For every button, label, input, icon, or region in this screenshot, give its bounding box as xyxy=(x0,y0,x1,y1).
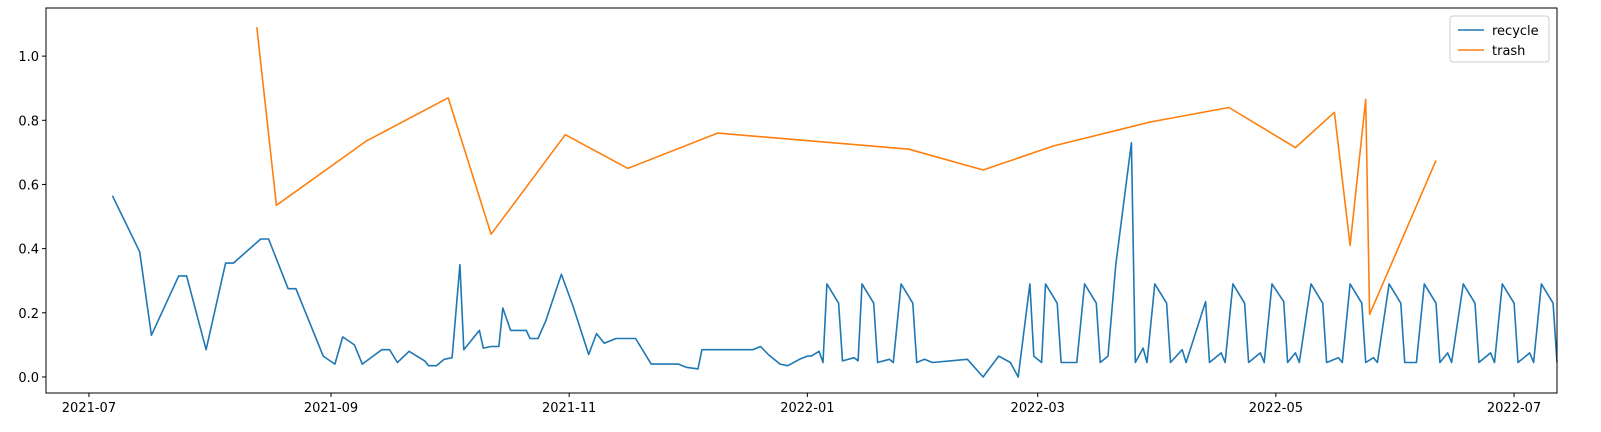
x-tick-label: 2022-07 xyxy=(1487,401,1541,416)
series-line-recycle xyxy=(111,142,1558,378)
legend: recycle trash xyxy=(1449,15,1550,63)
x-axis: 2021-07 2021-09 2021-11 2022-01 2022-03 2022-… xyxy=(62,393,1541,416)
legend-label-recycle: recycle xyxy=(1492,24,1539,39)
x-tick-label: 2021-09 xyxy=(304,401,358,416)
plot-frame xyxy=(45,7,1558,394)
y-tick-label: 0.8 xyxy=(18,114,39,129)
x-tick-label: 2021-11 xyxy=(542,401,596,416)
x-tick-label: 2021-07 xyxy=(62,401,116,416)
y-tick-label: 0.6 xyxy=(18,178,39,193)
series-line-trash xyxy=(256,27,1437,316)
series-group xyxy=(111,27,1558,378)
y-tick-label: 1.0 xyxy=(18,50,39,65)
y-tick-label: 0.0 xyxy=(18,371,39,386)
x-tick-label: 2022-03 xyxy=(1011,401,1065,416)
x-tick-label: 2022-01 xyxy=(780,401,834,416)
y-tick-label: 0.2 xyxy=(18,307,39,322)
y-axis: 0.0 0.2 0.4 0.6 0.8 1.0 xyxy=(18,50,46,386)
x-tick-label: 2022-05 xyxy=(1249,401,1303,416)
y-tick-label: 0.4 xyxy=(18,243,39,258)
legend-label-trash: trash xyxy=(1492,44,1525,59)
